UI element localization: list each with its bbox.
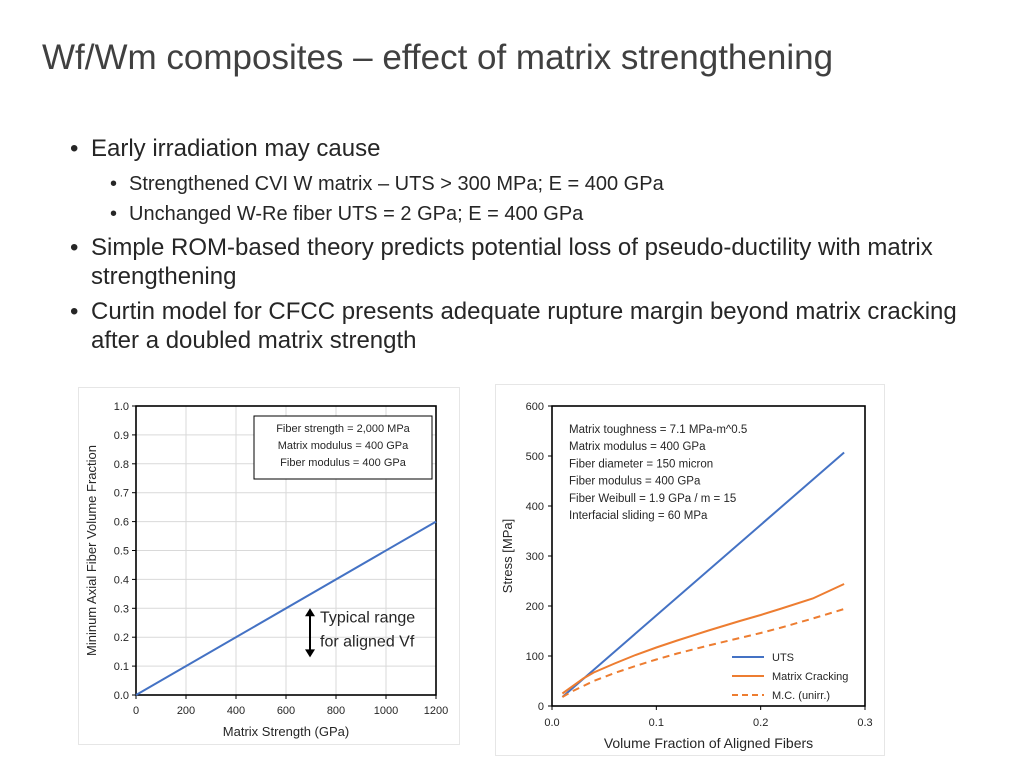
x-axis-title: Matrix Strength (GPa) [223, 724, 349, 739]
sub-bullet-unchanged-fiber: Unchanged W-Re fiber UTS = 2 GPa; E = 40… [110, 199, 970, 229]
parameter-text: Fiber strength = 2,000 MPa [276, 423, 410, 435]
x-tick-label: 0.0 [544, 717, 559, 729]
y-tick-label: 600 [526, 401, 544, 413]
x-tick-label: 600 [277, 705, 295, 717]
bullet-rom-theory: Simple ROM-based theory predicts potenti… [70, 233, 970, 291]
y-tick-label: 300 [526, 551, 544, 563]
y-tick-label: 400 [526, 501, 544, 513]
parameters-box [253, 415, 433, 480]
y-tick-label: 0.9 [114, 430, 129, 442]
y-tick-label: 0.6 [114, 517, 129, 529]
sub-bullet-strengthened-matrix: Strengthened CVI W matrix – UTS > 300 MP… [110, 169, 970, 199]
y-tick-label: 0.8 [114, 459, 129, 471]
x-tick-label: 0 [133, 705, 139, 717]
y-axis-title: Mininum Axial Fiber Volume Fraction [84, 445, 99, 656]
legend-label: Matrix Cracking [772, 671, 848, 683]
x-tick-label: 0.1 [649, 717, 664, 729]
parameter-text: Fiber modulus = 400 GPa [280, 457, 407, 469]
series-line-matrix-cracking [561, 583, 845, 695]
parameter-text: Matrix toughness = 7.1 MPa-m^0.5 [569, 424, 747, 436]
stress-vs-volume-fraction-chart: 0.0 0.1 0.2 0.3 0 100 200 300 400 500 600 Volume Fr… [495, 384, 885, 761]
range-annotation-text: for aligned Vf [320, 633, 415, 650]
y-tick-label: 0.1 [114, 661, 129, 673]
parameter-text: Matrix modulus = 400 GPa [569, 441, 706, 453]
x-tick-label: 0.3 [857, 717, 872, 729]
chart-frame [495, 384, 885, 756]
bullet-list: Early irradiation may cause Strengthened… [70, 134, 970, 361]
x-tick-label: 0.2 [753, 717, 768, 729]
x-tick-label: 1000 [374, 705, 398, 717]
parameter-text: Fiber modulus = 400 GPa [569, 476, 701, 488]
slide-title: Wf/Wm composites – effect of matrix stre… [42, 38, 834, 77]
legend-label: UTS [772, 652, 794, 664]
range-annotation-text: Typical range [320, 609, 415, 626]
vf-vs-matrix-strength-chart: 0 200 400 600 800 1000 1200 0.0 0.1 0.2 0.3 0.4 0.5 0… [78, 387, 460, 750]
y-tick-label: 0.2 [114, 632, 129, 644]
bullet-early-irradiation: Early irradiation may cause [70, 134, 970, 163]
y-tick-label: 0.5 [114, 546, 129, 558]
y-tick-label: 0.0 [114, 690, 129, 702]
y-tick-label: 0.7 [114, 488, 129, 500]
parameter-text: Fiber diameter = 150 micron [569, 458, 713, 470]
series-line-m-c-unirr [561, 608, 845, 698]
chart2-svg: 0.0 0.1 0.2 0.3 0 100 200 300 400 500 600 Volume Fr… [495, 384, 885, 756]
x-tick-label: 400 [227, 705, 245, 717]
y-tick-label: 1.0 [114, 401, 129, 413]
range-arrow-head-down [305, 649, 315, 658]
legend-label: M.C. (unirr.) [772, 690, 830, 702]
y-tick-label: 100 [526, 651, 544, 663]
x-tick-label: 200 [177, 705, 195, 717]
series-line-uts [561, 451, 845, 698]
series-line-vf [135, 520, 437, 696]
parameter-text: Interfacial sliding = 60 MPa [569, 510, 708, 522]
parameter-text: Matrix modulus = 400 GPa [278, 440, 409, 452]
y-tick-label: 0.3 [114, 603, 129, 615]
range-arrow-head-up [305, 608, 315, 617]
y-tick-label: 200 [526, 601, 544, 613]
x-tick-label: 800 [327, 705, 345, 717]
bullet-curtin-model: Curtin model for CFCC presents adequate … [70, 297, 970, 355]
x-axis-title: Volume Fraction of Aligned Fibers [604, 735, 813, 751]
y-tick-label: 0.4 [114, 574, 129, 586]
x-tick-label: 1200 [424, 705, 448, 717]
chart1-svg: 0 200 400 600 800 1000 1200 0.0 0.1 0.2 0.3 0.4 0.5 0… [78, 387, 460, 745]
y-tick-label: 0 [538, 701, 544, 713]
y-axis-title: Stress [MPa] [500, 519, 515, 593]
y-tick-label: 500 [526, 451, 544, 463]
parameter-text: Fiber Weibull = 1.9 GPa / m = 15 [569, 493, 736, 505]
